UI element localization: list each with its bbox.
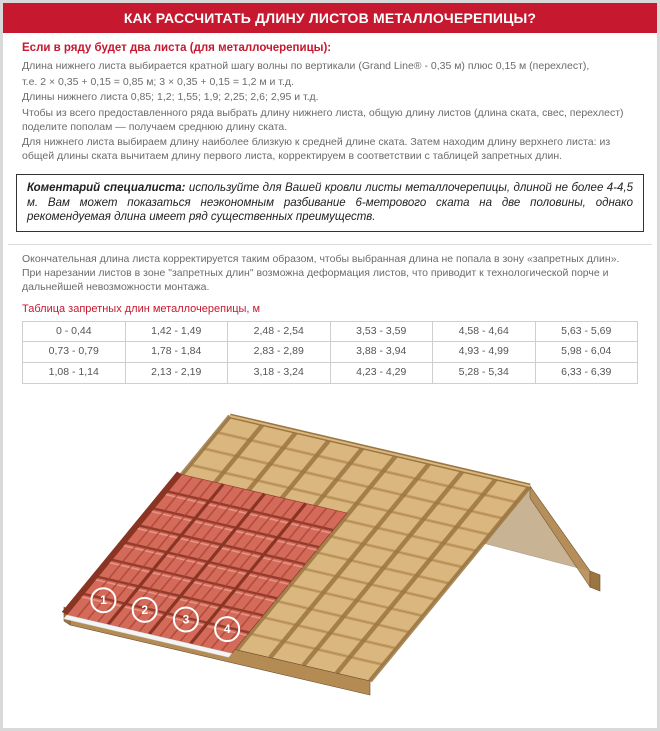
table-cell: 5,98 - 6,04 [535,342,638,363]
roof-illustration: 1 2 3 4 [50,396,610,716]
table-cell: 3,53 - 3,59 [330,321,433,342]
table-cell: 5,28 - 5,34 [433,362,536,383]
intro-p2: т.е. 2 × 0,35 + 0,15 = 0,85 м; 3 × 0,35 … [22,76,638,90]
table-cell: 3,88 - 3,94 [330,342,433,363]
intro-p5: Для нижнего листа выбираем длину наиболе… [22,136,638,163]
svg-text:3: 3 [183,612,190,626]
table-cell: 5,63 - 5,69 [535,321,638,342]
roof-diagram: 1 2 3 4 [8,384,652,720]
comment-lead: Коментарий специалиста: [27,182,185,194]
table-row: 0,73 - 0,791,78 - 1,842,83 - 2,893,88 - … [23,342,638,363]
table-cell: 2,83 - 2,89 [228,342,331,363]
after-section: Окончательная длина листа корректируется… [8,253,652,383]
table-cell: 0,73 - 0,79 [23,342,126,363]
table-cell: 6,33 - 6,39 [535,362,638,383]
table-body: 0 - 0,441,42 - 1,492,48 - 2,543,53 - 3,5… [23,321,638,383]
table-row: 0 - 0,441,42 - 1,492,48 - 2,543,53 - 3,5… [23,321,638,342]
page-title: КАК РАССЧИТАТЬ ДЛИНУ ЛИСТОВ МЕТАЛЛОЧЕРЕП… [3,3,657,33]
table-row: 1,08 - 1,142,13 - 2,193,18 - 3,244,23 - … [23,362,638,383]
table-cell: 4,23 - 4,29 [330,362,433,383]
table-cell: 0 - 0,44 [23,321,126,342]
table-cell: 1,08 - 1,14 [23,362,126,383]
table-cell: 1,78 - 1,84 [125,342,228,363]
forbidden-lengths-table: 0 - 0,441,42 - 1,492,48 - 2,543,53 - 3,5… [22,321,638,384]
specialist-comment: Коментарий специалиста: используйте для … [16,174,644,233]
table-cell: 2,13 - 2,19 [125,362,228,383]
svg-text:1: 1 [100,593,107,607]
intro-section: Если в ряду будет два листа (для металло… [8,41,652,163]
intro-p4: Чтобы из всего предоставленного ряда выб… [22,107,638,134]
table-caption: Таблица запретных длин металлочерепицы, … [22,302,638,316]
divider [8,244,652,245]
table-cell: 2,48 - 2,54 [228,321,331,342]
svg-text:2: 2 [141,602,148,616]
intro-p3: Длины нижнего листа 0,85; 1,2; 1,55; 1,9… [22,91,638,105]
document-card: КАК РАССЧИТАТЬ ДЛИНУ ЛИСТОВ МЕТАЛЛОЧЕРЕП… [0,0,660,731]
intro-heading: Если в ряду будет два листа (для металло… [22,41,638,56]
table-cell: 4,58 - 4,64 [433,321,536,342]
table-cell: 3,18 - 3,24 [228,362,331,383]
after-p1: Окончательная длина листа корректируется… [22,253,638,294]
svg-text:4: 4 [224,622,231,636]
intro-p1: Длина нижнего листа выбирается кратной ш… [22,60,638,74]
table-cell: 1,42 - 1,49 [125,321,228,342]
table-cell: 4,93 - 4,99 [433,342,536,363]
